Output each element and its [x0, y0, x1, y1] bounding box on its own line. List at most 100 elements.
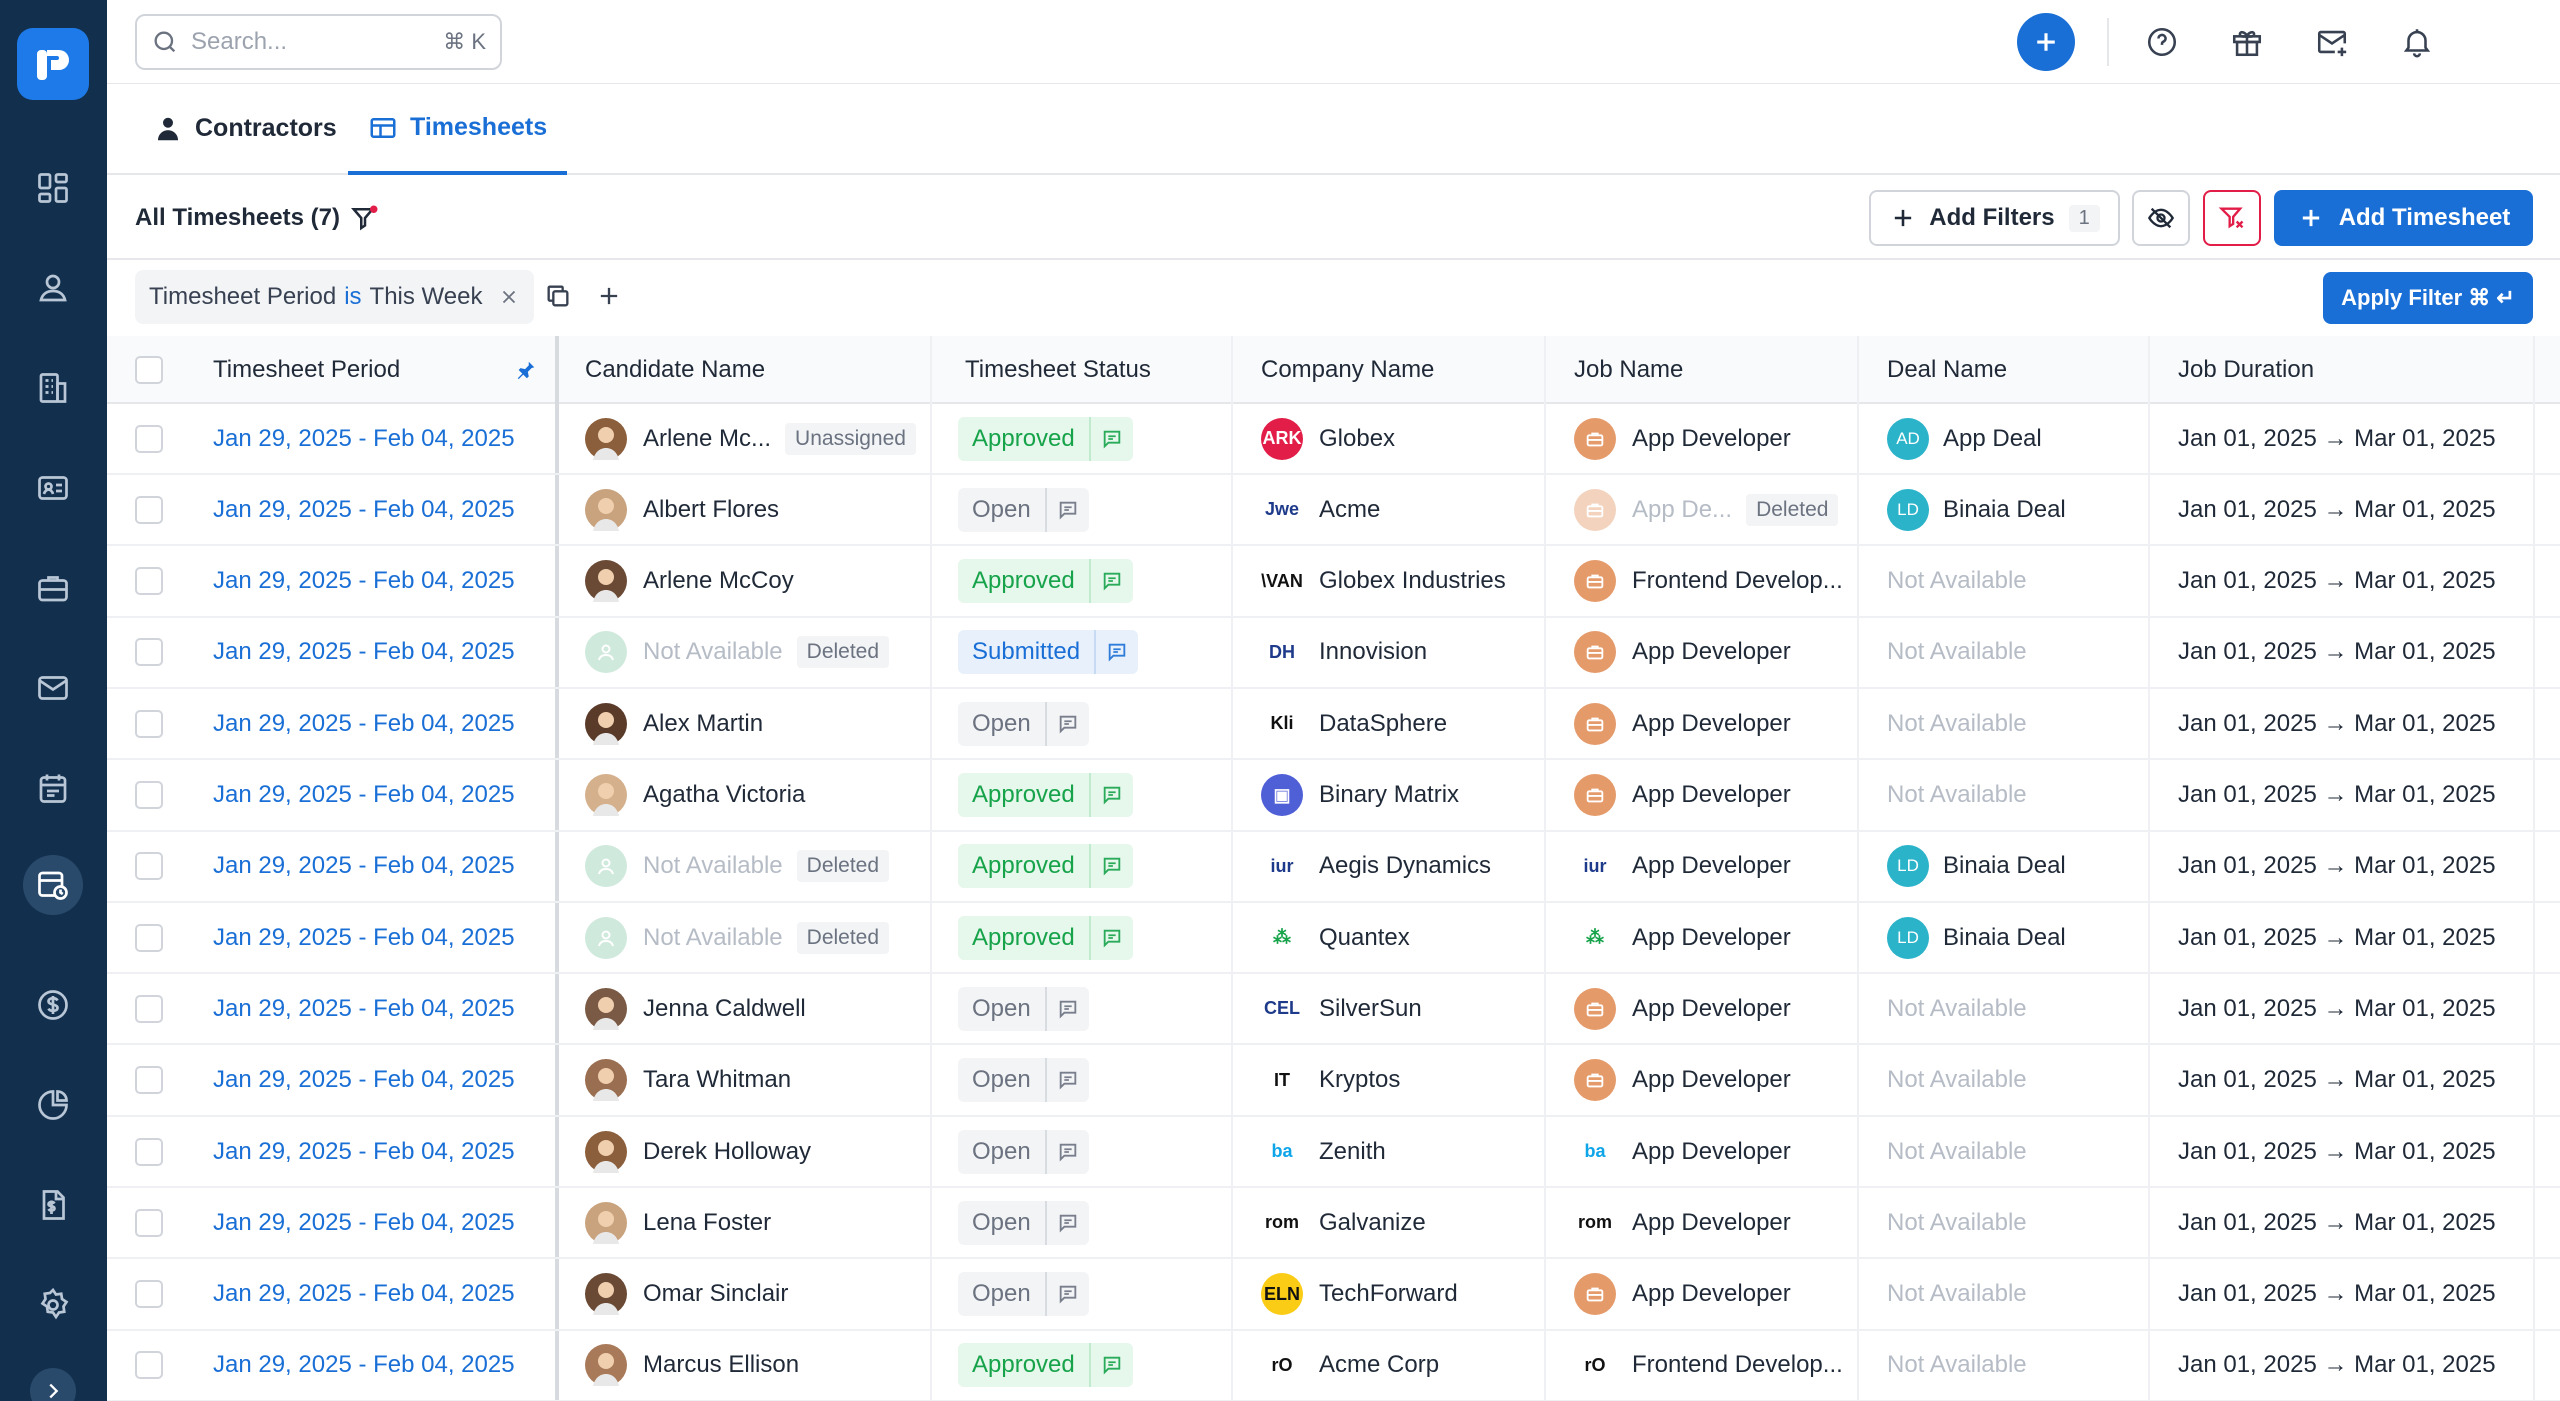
gift-icon[interactable]: [2225, 20, 2269, 64]
nav-reports-icon[interactable]: [23, 1075, 83, 1135]
job-cell[interactable]: App Developer: [1574, 1260, 1854, 1329]
company-cell[interactable]: rO Acme Corp: [1261, 1331, 1541, 1400]
mail-add-icon[interactable]: [2310, 20, 2354, 64]
nav-contacts-icon[interactable]: [23, 458, 83, 518]
company-cell[interactable]: CEL SilverSun: [1261, 974, 1541, 1043]
status-badge[interactable]: Approved: [958, 416, 1133, 461]
quick-create-button[interactable]: [2017, 13, 2075, 71]
status-badge[interactable]: Open: [958, 487, 1089, 532]
timesheet-period-link[interactable]: Jan 29, 2025 - Feb 04, 2025: [213, 1208, 515, 1236]
company-cell[interactable]: ba Zenith: [1261, 1117, 1541, 1186]
nav-calendar-icon[interactable]: [23, 758, 83, 818]
row-checkbox[interactable]: [135, 689, 163, 758]
timesheet-period-link[interactable]: Jan 29, 2025 - Feb 04, 2025: [213, 781, 515, 808]
apply-filter-button[interactable]: Apply Filter ⌘ ↵: [2323, 272, 2533, 324]
table-row[interactable]: Jan 29, 2025 - Feb 04, 2025 Derek Hollow…: [107, 1117, 2560, 1188]
company-cell[interactable]: IT Kryptos: [1261, 1046, 1541, 1115]
table-row[interactable]: Jan 29, 2025 - Feb 04, 2025 Marcus Ellis…: [107, 1331, 2560, 1401]
company-cell[interactable]: ▣ Binary Matrix: [1261, 761, 1541, 830]
table-row[interactable]: Jan 29, 2025 - Feb 04, 2025 Not Availabl…: [107, 832, 2560, 903]
timesheet-period-link[interactable]: Jan 29, 2025 - Feb 04, 2025: [213, 567, 515, 595]
job-cell[interactable]: iur App Developer: [1574, 832, 1854, 901]
timesheet-period-link[interactable]: Jan 29, 2025 - Feb 04, 2025: [213, 1066, 515, 1094]
table-row[interactable]: Jan 29, 2025 - Feb 04, 2025 Tara Whitman…: [107, 1046, 2560, 1117]
header-candidate-name[interactable]: Candidate Name: [585, 356, 766, 383]
status-badge[interactable]: Open: [958, 1129, 1089, 1174]
add-filters-button[interactable]: Add Filters 1: [1869, 190, 2120, 246]
candidate-cell[interactable]: Not Available Deleted: [585, 832, 925, 901]
header-job-duration[interactable]: Job Duration: [2178, 356, 2315, 383]
nav-companies-icon[interactable]: [23, 358, 83, 418]
timesheet-period-link[interactable]: Jan 29, 2025 - Feb 04, 2025: [213, 1351, 515, 1379]
nav-candidates-icon[interactable]: [23, 258, 83, 318]
job-cell[interactable]: App Developer: [1574, 1046, 1854, 1115]
timesheet-period-link[interactable]: Jan 29, 2025 - Feb 04, 2025: [213, 709, 515, 737]
row-checkbox[interactable]: [135, 547, 163, 616]
close-icon[interactable]: [498, 286, 520, 308]
company-cell[interactable]: rom Galvanize: [1261, 1188, 1541, 1257]
candidate-cell[interactable]: Lena Foster: [585, 1188, 925, 1257]
table-row[interactable]: Jan 29, 2025 - Feb 04, 2025 Not Availabl…: [107, 618, 2560, 689]
company-cell[interactable]: Jwe Acme: [1261, 475, 1541, 544]
search-input[interactable]: Search... ⌘ K: [135, 14, 502, 70]
nav-dashboard-icon[interactable]: [23, 158, 83, 218]
company-cell[interactable]: ARK Globex: [1261, 404, 1541, 473]
table-row[interactable]: Jan 29, 2025 - Feb 04, 2025 Arlene McCoy…: [107, 547, 2560, 618]
job-cell[interactable]: App Developer: [1574, 404, 1854, 473]
add-filter-condition-button[interactable]: [589, 276, 629, 316]
candidate-cell[interactable]: Marcus Ellison: [585, 1331, 925, 1400]
candidate-cell[interactable]: Jenna Caldwell: [585, 974, 925, 1043]
timesheet-period-link[interactable]: Jan 29, 2025 - Feb 04, 2025: [213, 1280, 515, 1308]
table-row[interactable]: Jan 29, 2025 - Feb 04, 2025 Alex Martin …: [107, 689, 2560, 761]
row-checkbox[interactable]: [135, 1117, 163, 1186]
timesheet-period-link[interactable]: Jan 29, 2025 - Feb 04, 2025: [213, 424, 515, 452]
timesheet-period-link[interactable]: Jan 29, 2025 - Feb 04, 2025: [213, 1137, 515, 1165]
hide-columns-button[interactable]: [2132, 190, 2190, 246]
job-cell[interactable]: App Developer: [1574, 618, 1854, 687]
company-cell[interactable]: ELN TechForward: [1261, 1260, 1541, 1329]
timesheet-period-link[interactable]: Jan 29, 2025 - Feb 04, 2025: [213, 923, 515, 951]
row-checkbox[interactable]: [135, 404, 163, 473]
candidate-cell[interactable]: Not Available Deleted: [585, 618, 925, 687]
deal-cell[interactable]: LD Binaia Deal: [1887, 903, 2145, 972]
status-badge[interactable]: Approved: [958, 1343, 1133, 1388]
select-all-checkbox[interactable]: [135, 336, 163, 404]
table-row[interactable]: Jan 29, 2025 - Feb 04, 2025 Agatha Victo…: [107, 761, 2560, 832]
deal-cell[interactable]: LD Binaia Deal: [1887, 475, 2145, 544]
company-cell[interactable]: iur Aegis Dynamics: [1261, 832, 1541, 901]
table-row[interactable]: Jan 29, 2025 - Feb 04, 2025 Arlene Mc...…: [107, 404, 2560, 475]
header-deal-name[interactable]: Deal Name: [1887, 356, 2008, 383]
timesheet-period-link[interactable]: Jan 29, 2025 - Feb 04, 2025: [213, 852, 515, 880]
deal-cell[interactable]: AD App Deal: [1887, 404, 2145, 473]
job-cell[interactable]: App Developer: [1574, 974, 1854, 1043]
timesheet-period-link[interactable]: Jan 29, 2025 - Feb 04, 2025: [213, 638, 515, 666]
app-logo[interactable]: [17, 28, 89, 100]
row-checkbox[interactable]: [135, 1188, 163, 1257]
nav-mail-icon[interactable]: [23, 658, 83, 718]
job-cell[interactable]: rO Frontend Develop...: [1574, 1331, 1854, 1400]
row-checkbox[interactable]: [135, 1331, 163, 1400]
candidate-cell[interactable]: Alex Martin: [585, 689, 925, 758]
job-cell[interactable]: Frontend Develop...: [1574, 547, 1854, 616]
table-row[interactable]: Jan 29, 2025 - Feb 04, 2025 Jenna Caldwe…: [107, 974, 2560, 1046]
header-company-name[interactable]: Company Name: [1261, 356, 1435, 383]
table-row[interactable]: Jan 29, 2025 - Feb 04, 2025 Omar Sinclai…: [107, 1260, 2560, 1331]
timesheet-period-link[interactable]: Jan 29, 2025 - Feb 04, 2025: [213, 495, 515, 523]
row-checkbox[interactable]: [135, 832, 163, 901]
timesheet-period-link[interactable]: Jan 29, 2025 - Feb 04, 2025: [213, 994, 515, 1022]
status-badge[interactable]: Open: [958, 1200, 1089, 1245]
header-timesheet-status[interactable]: Timesheet Status: [965, 356, 1151, 383]
company-cell[interactable]: Kli DataSphere: [1261, 689, 1541, 758]
header-job-name[interactable]: Job Name: [1574, 356, 1684, 383]
candidate-cell[interactable]: Tara Whitman: [585, 1046, 925, 1115]
row-checkbox[interactable]: [135, 1260, 163, 1329]
candidate-cell[interactable]: Omar Sinclair: [585, 1260, 925, 1329]
job-cell[interactable]: App Developer: [1574, 689, 1854, 758]
row-checkbox[interactable]: [135, 761, 163, 830]
tab-timesheets[interactable]: Timesheets: [348, 84, 568, 175]
company-cell[interactable]: ⁂ Quantex: [1261, 903, 1541, 972]
nav-billing-icon[interactable]: [23, 975, 83, 1035]
row-checkbox[interactable]: [135, 475, 163, 544]
row-checkbox[interactable]: [135, 974, 163, 1043]
view-selector[interactable]: All Timesheets (7): [135, 203, 380, 233]
